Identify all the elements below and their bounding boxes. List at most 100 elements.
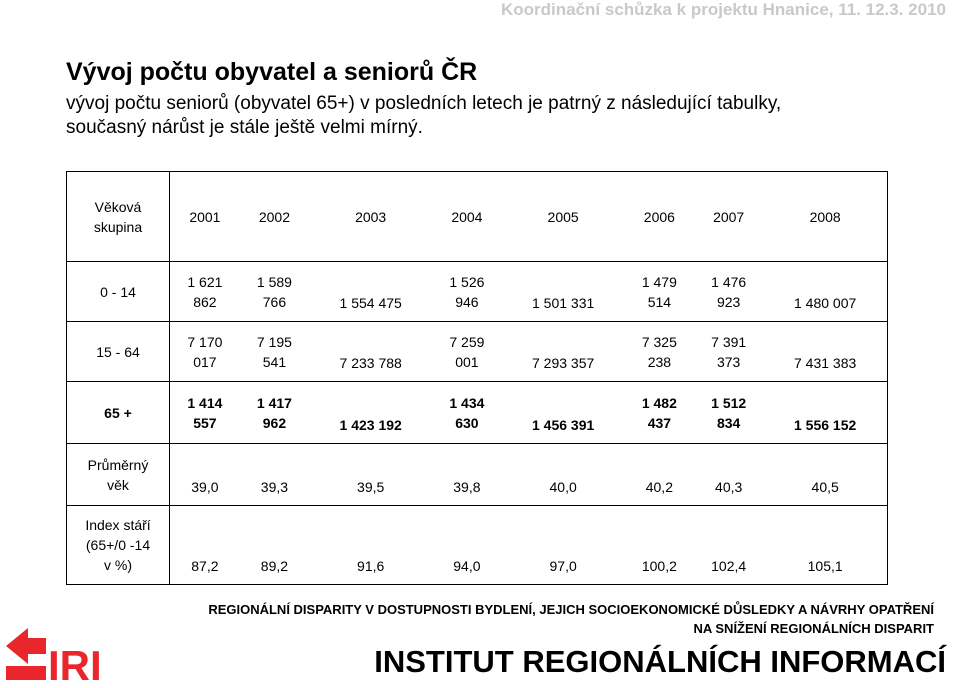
data-cell: 91,6 <box>309 506 432 585</box>
data-cell: 7 233 788 <box>309 321 433 382</box>
cell-line: 105,1 <box>807 558 843 574</box>
page-title: Vývoj počtu obyvatel a seniorů ČR <box>66 58 478 86</box>
data-cell: 89,2 <box>240 506 309 585</box>
cell-line: 89,2 <box>260 558 289 574</box>
table-header-row: Věková skupina 2001 2002 2003 2004 2005 … <box>66 171 888 262</box>
cell-line: 1 554 475 <box>339 295 402 311</box>
cell-line: 1 417 <box>256 394 292 411</box>
cell-line: 1 556 152 <box>794 417 857 433</box>
year-header: 2007 <box>694 171 764 262</box>
row-label-line: věk <box>107 476 129 493</box>
data-cell: 1 554 475 <box>309 261 433 322</box>
cell-line: 1 482 <box>641 394 677 411</box>
cell-line: 102,4 <box>711 558 747 574</box>
cell-line: 94,0 <box>453 558 481 574</box>
logo-bar <box>6 666 46 680</box>
year-header: 2006 <box>624 171 695 262</box>
cell-line: 7 431 383 <box>794 355 857 371</box>
cell-line: 87,2 <box>191 558 219 574</box>
cell-line: 7 233 788 <box>339 355 402 371</box>
row-label: Index stáří (65+/0 -14 v %) <box>66 505 170 585</box>
data-cell: 7 431 383 <box>763 321 888 382</box>
data-cell: 1 423 192 <box>309 381 433 444</box>
row-label-line: Průměrný <box>87 456 149 473</box>
year-header: 2005 <box>501 171 625 262</box>
cell-line: 001 <box>455 353 479 370</box>
row-label-line: 0 - 14 <box>100 283 136 300</box>
cell-line: 514 <box>647 293 672 310</box>
row-label: Průměrný věk <box>66 443 170 506</box>
data-cell: 40,0 <box>501 443 625 506</box>
data-cell: 1 482 437 <box>624 381 695 444</box>
cell-line: 1 434 <box>449 394 485 411</box>
data-cell: 97,0 <box>502 506 625 585</box>
data-cell: 1 556 152 <box>763 381 888 444</box>
project-title-line: REGIONÁLNÍ DISPARITY V DOSTUPNOSTI BYDLE… <box>208 602 934 617</box>
cell-line: 1 414 <box>187 394 223 411</box>
data-cell: 1 434 630 <box>432 381 502 444</box>
data-cell: 1 621 862 <box>169 261 240 322</box>
cell-line: 557 <box>193 414 217 431</box>
cell-line: 39,5 <box>357 479 385 495</box>
cell-line: 97,0 <box>549 558 577 574</box>
data-cell: 1 501 331 <box>501 261 625 322</box>
institute-name: INSTITUT REGIONÁLNÍCH INFORMACÍ <box>374 644 946 679</box>
iri-logo: IRI <box>6 628 102 682</box>
cell-line: 7 259 <box>449 333 485 350</box>
cell-line: 7 195 <box>256 333 292 350</box>
cell-line: 834 <box>716 414 741 431</box>
cell-line: 39,3 <box>260 479 289 495</box>
data-cell: 40,3 <box>694 443 764 506</box>
data-cell: 40,5 <box>763 443 888 506</box>
meeting-header: Koordinační schůzka k projektu Hnanice, … <box>500 0 946 19</box>
data-cell: 87,2 <box>170 506 240 585</box>
data-cell: 105,1 <box>763 506 887 585</box>
cell-line: 541 <box>262 353 287 370</box>
cell-line: 39,0 <box>191 479 219 495</box>
cell-line: 40,2 <box>645 479 673 495</box>
cell-line: 1 423 192 <box>339 417 402 433</box>
data-cell: 1 589 766 <box>239 261 310 322</box>
data-cell: 7 195 541 <box>239 321 310 382</box>
data-cell: 94,0 <box>432 506 501 585</box>
data-cell: 39,3 <box>239 443 310 506</box>
cell-line: 1 479 <box>641 273 677 290</box>
cell-line: 40,5 <box>811 479 839 495</box>
row-label-line: Index stáří <box>85 517 151 533</box>
cell-line: 946 <box>455 293 479 310</box>
cell-line: 1 480 007 <box>794 295 857 311</box>
cell-line: 7 391 <box>711 333 747 350</box>
cell-line: 40,3 <box>715 479 743 495</box>
data-cell: 7 170 017 <box>169 321 240 382</box>
year-header: 2008 <box>763 171 888 262</box>
cell-line: 7 325 <box>641 333 677 350</box>
data-cell: 1 456 391 <box>501 381 625 444</box>
age-group-header-line: skupina <box>93 218 143 235</box>
age-group-header: Věková skupina <box>66 171 170 262</box>
cell-line: 630 <box>455 414 479 431</box>
data-cell: 39,8 <box>432 443 502 506</box>
data-cell: 7 325 238 <box>624 321 695 382</box>
logo-arrow <box>6 628 46 664</box>
cell-line: 437 <box>647 414 672 431</box>
age-group-header-line: Věková <box>94 198 142 215</box>
data-cell: 1 476 923 <box>694 261 764 322</box>
year-header: 2004 <box>432 171 502 262</box>
row-label: 65 + <box>66 381 170 444</box>
cell-line: 1 621 <box>187 273 223 290</box>
project-footer: REGIONÁLNÍ DISPARITY V DOSTUPNOSTI BYDLE… <box>208 600 934 638</box>
data-cell: 39,0 <box>169 443 240 506</box>
data-cell: 1 512 834 <box>694 381 764 444</box>
data-cell: 100,2 <box>625 506 694 585</box>
cell-line: 1 512 <box>711 394 747 411</box>
cell-line: 1 501 331 <box>531 295 595 311</box>
cell-line: 7 293 357 <box>531 355 595 371</box>
data-cell: 7 391 373 <box>694 321 764 382</box>
data-cell: 102,4 <box>694 506 763 585</box>
cell-line: 7 170 <box>187 333 223 350</box>
data-cell: 7 293 357 <box>501 321 625 382</box>
population-table: Věková skupina 2001 2002 2003 2004 2005 … <box>66 171 888 585</box>
data-cell: 39,5 <box>309 443 433 506</box>
cell-line: 923 <box>716 293 741 310</box>
table-row: Průměrný věk 39,0 39,3 39,5 39,8 40,0 40,… <box>66 443 888 506</box>
